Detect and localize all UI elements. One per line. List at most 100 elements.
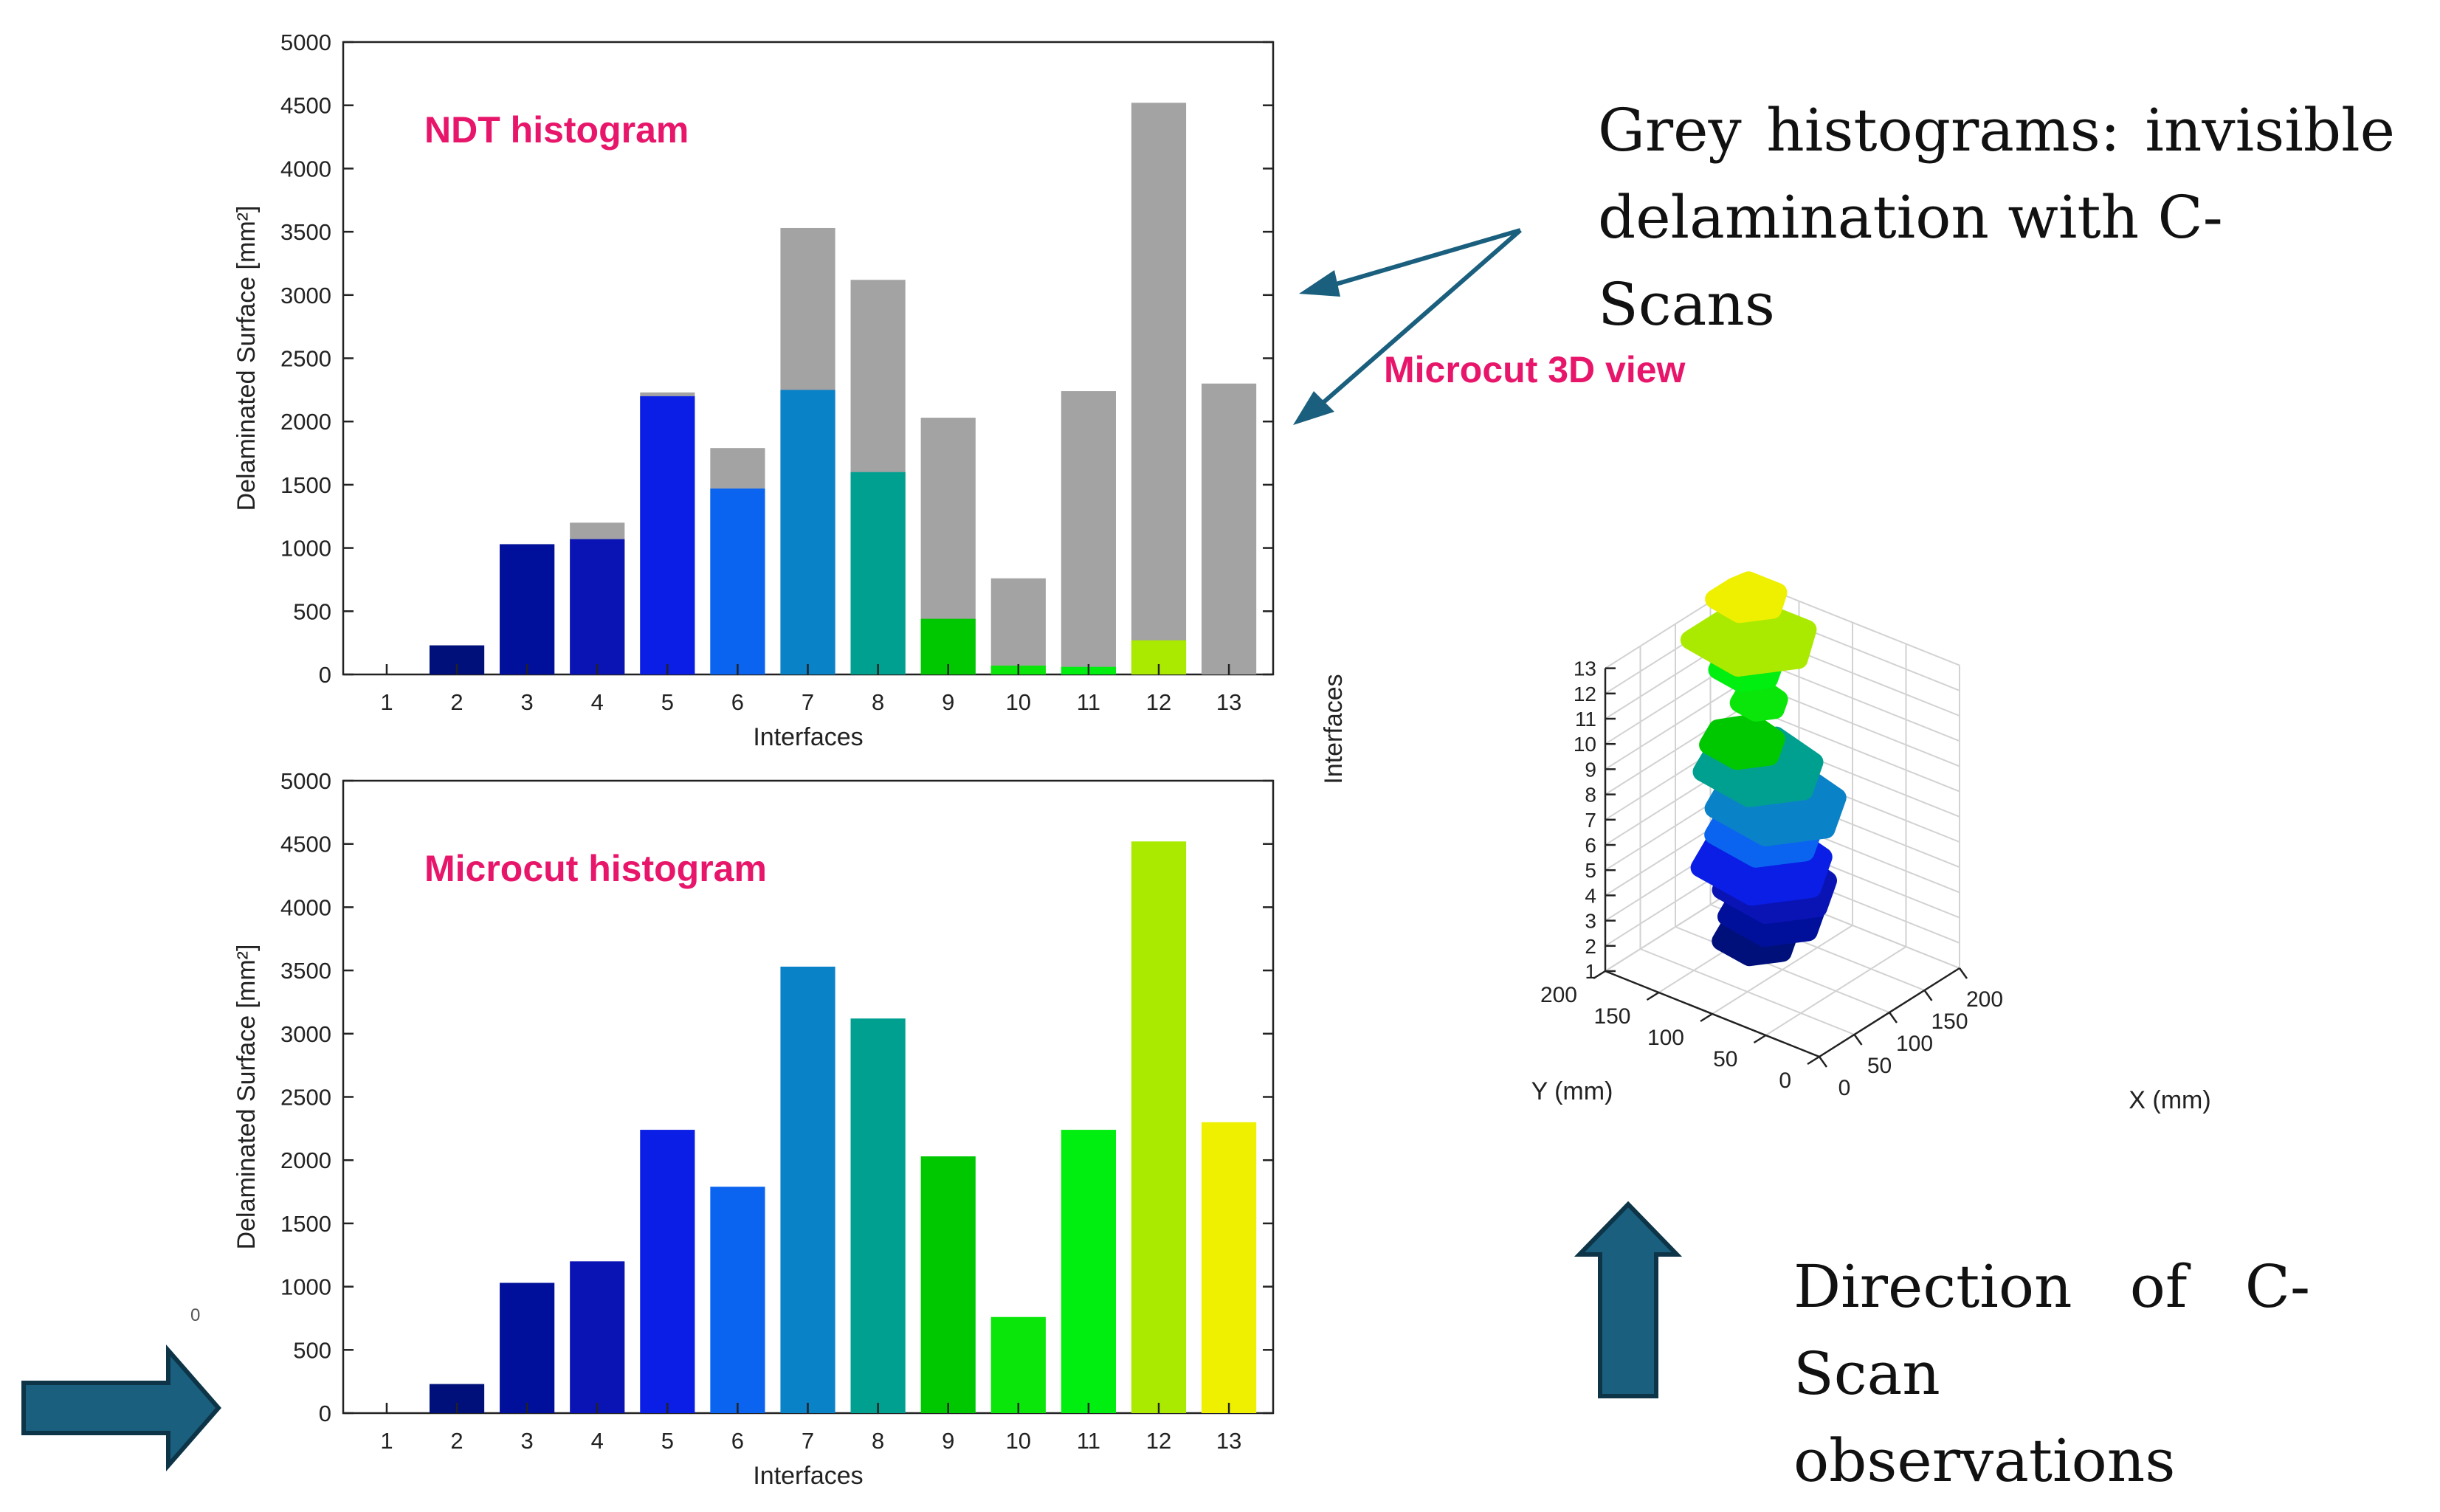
grey-note-line-1: Grey histograms: invisible	[1598, 96, 2395, 165]
x-tick-label: 0	[1838, 1076, 1851, 1100]
y-tick-label: 1000	[280, 1274, 331, 1300]
x-tick-label: 8	[872, 689, 884, 715]
bar-grey	[1202, 383, 1257, 674]
grey-histogram-note: Grey histograms: invisible delamination …	[1598, 87, 2395, 348]
bar	[1061, 1130, 1116, 1413]
z-tick-label: 8	[1585, 784, 1596, 807]
chart-title: Microcut 3D view	[1384, 349, 1686, 390]
y-tick-label: 5000	[280, 768, 331, 794]
y-tick-label: 500	[293, 598, 331, 624]
direction-note: Direction of C- Scan observations	[1793, 1243, 2310, 1505]
x-tick-mark	[1888, 1012, 1898, 1023]
y-axis-label: Delaminated Surface [mm²]	[232, 206, 261, 511]
microcut-histogram-chart: 0 500 1000 1500 2000 2500 3000 3500 4000 4500 5000…	[190, 768, 1275, 1490]
z-tick-label: 13	[1574, 657, 1596, 680]
bar-detected	[640, 396, 695, 674]
z-tick-label: 5	[1585, 859, 1596, 882]
x-tick-label: 100	[1896, 1032, 1933, 1056]
x-tick-label: 5	[661, 689, 674, 715]
x-tick-label: 5	[661, 1428, 674, 1454]
bar-grey	[1061, 391, 1116, 674]
x-tick-label: 13	[1216, 1428, 1241, 1454]
x-tick-label: 6	[731, 1428, 744, 1454]
annotation-arrows	[21, 228, 1683, 1472]
bar-grey	[1131, 103, 1187, 675]
y-tick-label: 1000	[280, 536, 331, 562]
y-tick-label: 3500	[280, 958, 331, 984]
x-tick-label: 6	[731, 689, 744, 715]
pointer-head-lower	[1293, 391, 1334, 425]
x-tick-label: 12	[1146, 1428, 1171, 1454]
x-axis-label: Interfaces	[753, 723, 863, 751]
y-tick-label: 100	[1647, 1026, 1684, 1050]
bar-detected	[780, 390, 835, 674]
x-tick-label: 7	[802, 1428, 814, 1454]
bar-detected	[500, 544, 555, 674]
y-tick-label: 3000	[280, 1021, 331, 1047]
pointer-head-upper	[1299, 270, 1340, 297]
y-tick-label: 4500	[280, 832, 331, 857]
y-tick-label: 2500	[280, 1085, 331, 1111]
x-tick-label: 4	[591, 689, 604, 715]
bar	[990, 1316, 1046, 1413]
y-tick-label: 4500	[280, 93, 331, 119]
bar-grey	[990, 578, 1046, 674]
y-tick-label: 50	[1713, 1047, 1737, 1071]
y-tick-label: 1500	[280, 472, 331, 498]
delamination-layer	[1699, 714, 1785, 770]
x-tick-label: 3	[521, 1428, 534, 1454]
z-tick-label: 2	[1585, 935, 1596, 958]
z-axis-label: Interfaces	[1320, 674, 1348, 784]
bar	[570, 1261, 625, 1413]
x-tick-label: 7	[802, 689, 814, 715]
y-tick-mark	[1700, 1012, 1713, 1023]
y-tick-label: 2000	[280, 409, 331, 435]
grey-note-line-2: delamination with C-Scans	[1598, 183, 2223, 339]
x-tick-label: 2	[450, 689, 463, 715]
x-tick-label: 8	[872, 1428, 884, 1454]
bar-detected	[570, 539, 625, 674]
z-tick-label: 9	[1585, 758, 1596, 781]
x-tick-label: 50	[1867, 1054, 1892, 1078]
x-tick-label: 2	[450, 1428, 463, 1454]
y-tick-mark	[1646, 991, 1660, 1001]
x-tick-label: 4	[591, 1428, 604, 1454]
y-tick-label: 2000	[280, 1147, 331, 1173]
chart-title: Microcut histogram	[424, 848, 767, 889]
y-tick-label: 3000	[280, 283, 331, 308]
chart-title: NDT histogram	[424, 109, 689, 151]
y-axis-label: Delaminated Surface [mm²]	[232, 945, 261, 1250]
delamination-layer	[1705, 571, 1788, 624]
bar	[1131, 841, 1187, 1413]
y-tick-label: 200	[1540, 983, 1577, 1007]
x-tick-label: 10	[1006, 1428, 1031, 1454]
bar	[780, 966, 835, 1413]
bar	[640, 1130, 695, 1413]
x-tick-mark	[1958, 967, 1968, 979]
y-tick-label: 4000	[280, 156, 331, 182]
bar	[850, 1018, 906, 1413]
x-tick-mark	[1818, 1056, 1828, 1068]
x-tick-label: 1	[380, 1428, 393, 1454]
z-tick-label: 1	[1585, 960, 1596, 983]
y-tick-mark	[1753, 1034, 1767, 1044]
y-tick-label: 0	[319, 662, 331, 688]
x-tick-label: 150	[1931, 1009, 1968, 1034]
x-tick-label: 10	[1006, 689, 1031, 715]
x-axis-label: X (mm)	[2129, 1086, 2210, 1114]
pointer-line-lower	[1320, 228, 1522, 407]
y-axis-label: Y (mm)	[1531, 1077, 1613, 1105]
bar	[500, 1283, 555, 1413]
z-tick-label: 12	[1574, 683, 1596, 705]
direction-line-2: Scan observations	[1793, 1339, 2176, 1495]
z-tick-label: 3	[1585, 910, 1596, 933]
y-tick-label: 500	[293, 1337, 331, 1363]
x-tick-label: 13	[1216, 689, 1241, 715]
y-tick-mark	[1593, 970, 1606, 980]
pointer-line-upper	[1328, 228, 1521, 289]
y-tick-mark	[1807, 1055, 1820, 1066]
x-tick-label: 12	[1146, 689, 1171, 715]
x-tick-label: 200	[1966, 987, 2003, 1012]
bar	[920, 1156, 976, 1413]
